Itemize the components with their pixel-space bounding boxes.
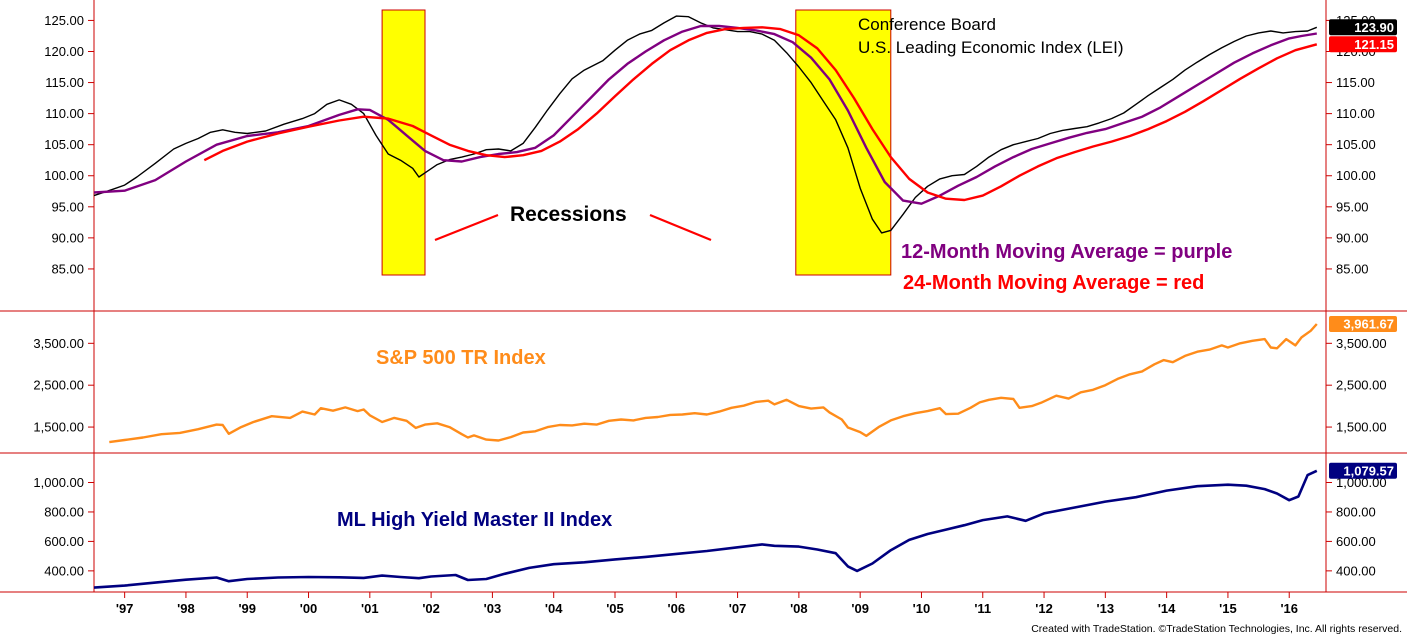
x-tick-label: '13 [1097,601,1115,616]
x-tick-label: '12 [1035,601,1053,616]
y-tick-label-right: 85.00 [1336,261,1369,276]
lei-last-value-text: 123.90 [1354,20,1394,35]
recession-bands [381,9,892,276]
y-tick-label-left: 100.00 [44,168,84,183]
y-tick-label-left: 95.00 [51,199,84,214]
x-tick-label: '99 [238,601,256,616]
x-tick-label: '07 [729,601,747,616]
x-tick-label: '00 [300,601,318,616]
ma12-series-line [93,24,1317,205]
y-tick-label-right: 115.00 [1336,75,1375,90]
y-tick-label-right: 2,500.00 [1336,378,1387,393]
sp500-series-line [109,323,1318,444]
x-tick-label: '15 [1219,601,1237,616]
chart-title-line2: U.S. Leading Economic Index (LEI) [858,38,1124,57]
x-tick-label: '11 [974,601,991,616]
y-tick-label-left: 1,000.00 [33,475,84,490]
y-tick-label-left: 85.00 [51,261,84,276]
sp500-last-value-text: 3,961.67 [1343,317,1394,332]
ml-last-value-text: 1,079.57 [1343,463,1394,478]
y-tick-label-left: 105.00 [44,137,84,152]
x-tick-label: '05 [606,601,624,616]
ml-label: ML High Yield Master II Index [337,509,612,531]
x-tick-label: '09 [851,601,869,616]
x-tick-label: '04 [545,601,563,616]
ma24-last-value-text: 121.15 [1354,37,1394,52]
lei-last-value-badge [1329,19,1397,36]
x-tick-label: '06 [668,601,686,616]
y-tick-label-right: 100.00 [1336,168,1376,183]
y-tick-label-left: 115.00 [45,75,84,90]
last-value-badges: 123.90 121.15 3,961.67 1,079.57 [1329,19,1397,479]
y-tick-label-right: 1,500.00 [1336,420,1387,435]
y-tick-label-left: 3,500.00 [33,336,84,351]
ma24-series-line [203,26,1318,202]
sp500-label: S&P 500 TR Index [376,347,546,369]
ma24-last-value-badge [1329,36,1397,53]
recession-pointer-left [434,213,499,242]
x-tick-label: '01 [361,601,379,616]
ml-series-line [93,469,1318,589]
ml-last-value-badge [1329,462,1397,479]
chart-frame [0,0,1407,593]
y-tick-label-right: 800.00 [1336,504,1376,519]
y-tick-label-left: 600.00 [44,534,84,549]
y-tick-label-left: 110.00 [45,106,84,121]
recessions-label: Recessions [510,203,627,226]
y-tick-label-right: 400.00 [1336,563,1376,578]
y-tick-label-left: 120.00 [44,44,84,59]
x-tick-label: '10 [913,601,931,616]
recession-band [795,9,892,276]
recession-band [381,9,426,276]
y-tick-label-left: 800.00 [44,504,84,519]
series-lines [93,15,1318,589]
y-tick-label-right: 3,500.00 [1336,336,1387,351]
x-tick-label: '16 [1280,601,1298,616]
chart-title-line1: Conference Board [858,15,996,34]
y-tick-label-right: 90.00 [1336,230,1369,245]
x-tick-label: '02 [422,601,440,616]
y-tick-label-right: 105.00 [1336,137,1376,152]
y-tick-label-left: 1,500.00 [33,420,84,435]
y-tick-label-right: 600.00 [1336,534,1376,549]
x-tick-label: '98 [177,601,195,616]
x-tick-label: '03 [484,601,502,616]
x-tick-label: '97 [116,601,134,616]
y-tick-label-left: 90.00 [51,230,84,245]
y-tick-label-right: 110.00 [1336,106,1375,121]
sp500-last-value-badge [1329,316,1397,332]
y-tick-label-right: 95.00 [1336,199,1369,214]
ma24-label: 24-Month Moving Average = red [903,272,1204,294]
x-tick-label: '14 [1158,601,1176,616]
recession-pointer-right [649,213,712,242]
x-tick-label: '08 [790,601,808,616]
copyright-text: Created with TradeStation. ©TradeStation… [1031,623,1402,635]
y-tick-label-left: 400.00 [44,563,84,578]
y-tick-label-left: 125.00 [44,13,84,28]
ma12-label: 12-Month Moving Average = purple [901,241,1232,263]
y-tick-label-left: 2,500.00 [33,378,84,393]
